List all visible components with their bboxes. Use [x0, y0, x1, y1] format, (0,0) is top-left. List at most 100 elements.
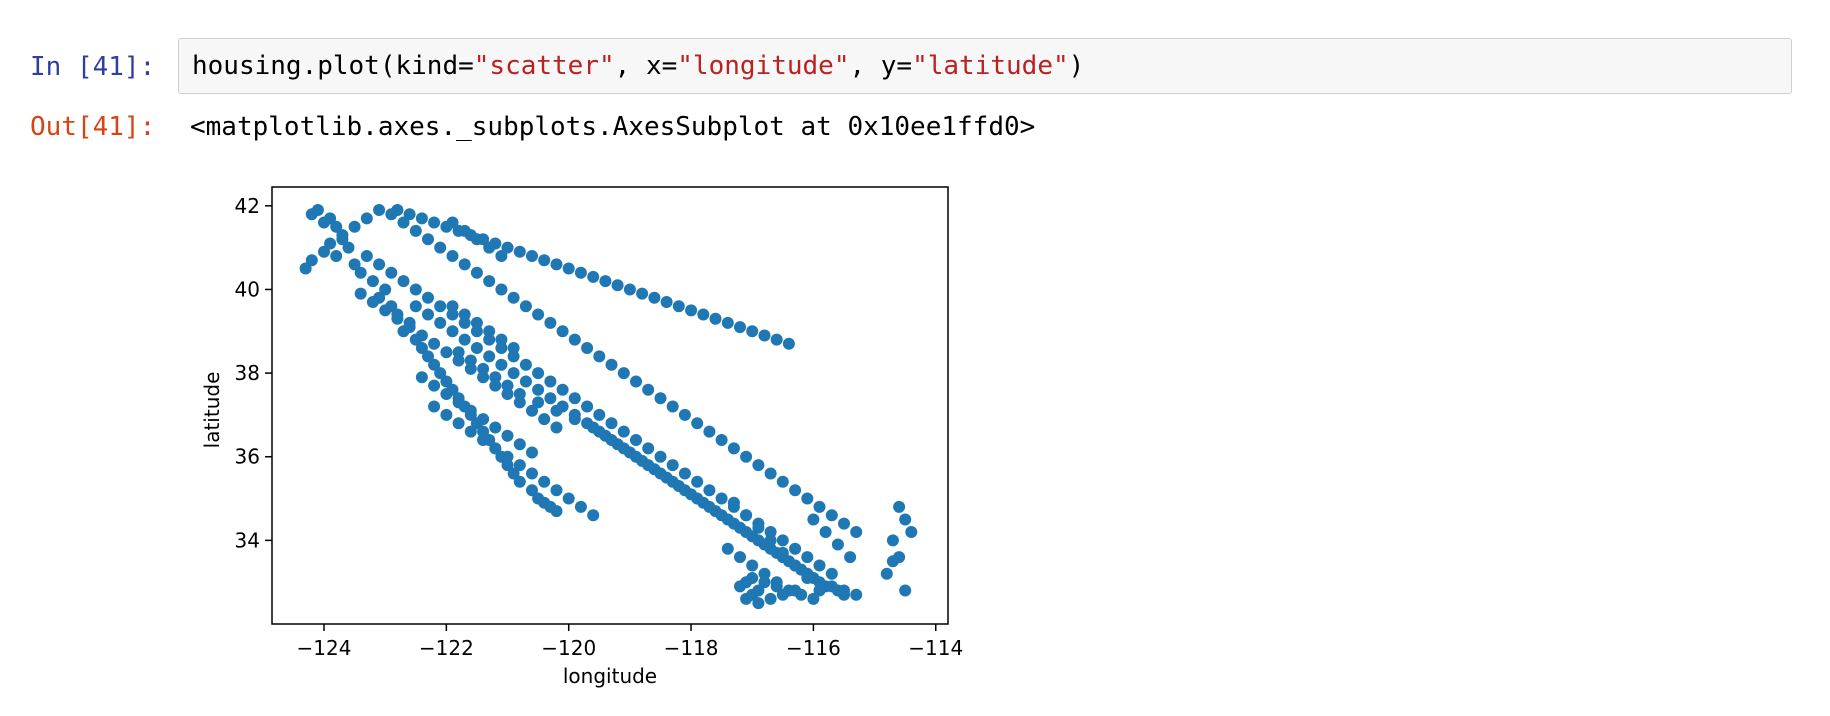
scatter-point	[642, 383, 655, 396]
scatter-point	[489, 371, 502, 384]
scatter-point	[801, 572, 814, 584]
y-tick-label: 38	[235, 361, 260, 385]
scatter-point	[721, 542, 734, 555]
scatter-point	[544, 392, 557, 405]
scatter-point	[470, 266, 483, 279]
scatter-point	[366, 296, 379, 308]
scatter-point	[477, 425, 490, 438]
scatter-point	[905, 526, 918, 538]
scatter-point	[519, 358, 532, 371]
scatter-point	[880, 567, 893, 580]
scatter-point	[654, 467, 667, 480]
scatter-point	[789, 484, 802, 497]
scatter-point	[507, 350, 520, 363]
scatter-point	[605, 358, 618, 371]
scatter-point	[458, 333, 471, 346]
scatter-point	[764, 526, 777, 538]
scatter-point	[807, 592, 820, 605]
scatter-point	[434, 241, 447, 254]
scatter-point	[513, 459, 526, 472]
scatter-point	[526, 484, 538, 497]
scatter-point	[379, 304, 392, 317]
scatter-point	[654, 392, 667, 405]
scatter-point	[507, 467, 520, 480]
scatter-point	[630, 450, 642, 463]
scatter-point	[501, 459, 514, 472]
scatter-point	[709, 312, 722, 325]
scatter-point	[483, 333, 496, 346]
scatter-point	[446, 250, 459, 262]
scatter-point	[464, 362, 477, 375]
code-part: )	[1068, 51, 1085, 81]
scatter-point	[550, 421, 563, 434]
y-tick-label: 34	[235, 528, 260, 552]
scatter-point	[752, 521, 765, 534]
scatter-point	[660, 296, 673, 308]
scatter-point	[360, 212, 373, 225]
scatter-point	[507, 291, 520, 304]
scatter-point	[391, 312, 404, 325]
scatter-point	[703, 500, 716, 513]
scatter-point	[452, 417, 465, 430]
scatter-point	[513, 388, 526, 400]
scatter-point	[318, 245, 330, 258]
scatter-point	[348, 220, 361, 233]
scatter-point	[483, 241, 496, 254]
code-cell-input[interactable]: housing.plot(kind="scatter", x="longitud…	[178, 38, 1792, 94]
scatter-point	[470, 316, 483, 329]
scatter-point	[886, 555, 899, 568]
scatter-point	[550, 484, 563, 497]
scatter-point	[538, 254, 551, 267]
scatter-point	[611, 279, 624, 292]
output-prompt: Out[41]:	[30, 112, 156, 142]
scatter-point	[470, 233, 483, 246]
scatter-point	[324, 237, 337, 250]
scatter-point	[483, 350, 496, 363]
scatter-point	[428, 400, 441, 413]
scatter-point	[403, 208, 416, 221]
scatter-point	[556, 325, 569, 338]
scatter-point	[538, 413, 551, 426]
scatter-point	[415, 371, 428, 384]
code-string: "scatter"	[473, 51, 615, 81]
scatter-point	[330, 220, 343, 233]
code-part: , x=	[614, 51, 678, 81]
scatter-point	[446, 308, 459, 321]
scatter-point	[715, 509, 728, 522]
scatter-point	[452, 396, 465, 409]
scatter-point	[813, 576, 826, 589]
scatter-point	[385, 266, 398, 279]
scatter-point	[452, 354, 465, 367]
scatter-point	[789, 584, 802, 597]
scatter-point	[452, 346, 465, 359]
scatter-point	[605, 434, 618, 446]
scatter-point	[477, 434, 490, 446]
scatter-point	[752, 459, 765, 472]
input-prompt: In [41]:	[30, 52, 156, 82]
scatter-point	[495, 250, 508, 262]
y-tick-label: 36	[235, 445, 260, 469]
scatter-point	[568, 408, 581, 421]
scatter-point	[422, 308, 434, 321]
scatter-points	[299, 204, 918, 610]
scatter-point	[336, 229, 349, 242]
scatter-point	[513, 396, 526, 409]
scatter-point	[397, 216, 410, 229]
scatter-point	[782, 337, 795, 350]
x-tick-label: −118	[664, 636, 719, 660]
scatter-point	[899, 584, 912, 597]
scatter-point	[483, 325, 496, 338]
scatter-point	[734, 551, 746, 564]
scatter-point	[354, 266, 367, 279]
scatter-point	[489, 421, 502, 434]
scatter-point	[776, 475, 789, 488]
scatter-point	[819, 526, 832, 538]
scatter-point	[489, 379, 502, 392]
scatter-point	[715, 492, 728, 505]
scatter-point	[654, 450, 667, 463]
scatter-point	[354, 287, 367, 300]
scatter-point	[318, 216, 330, 229]
scatter-point	[813, 559, 826, 572]
scatter-point	[366, 275, 379, 288]
x-axis-ticks: −124 −122 −120 −118 −116 −114	[297, 624, 963, 660]
